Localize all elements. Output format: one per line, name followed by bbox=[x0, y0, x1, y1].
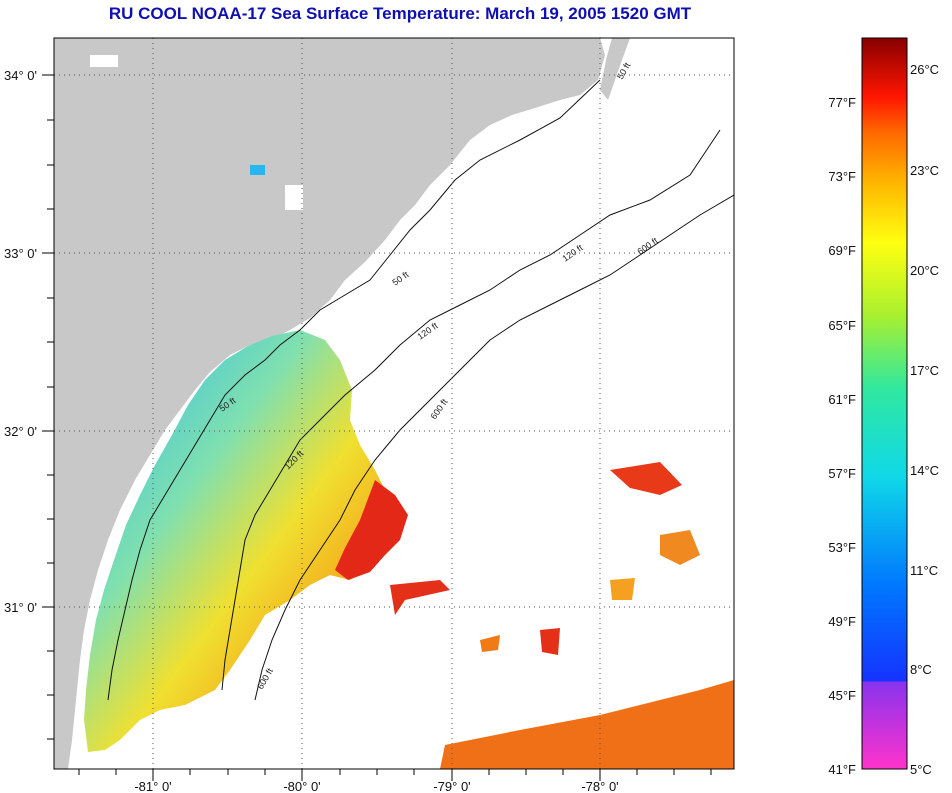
inland-lake bbox=[285, 185, 303, 210]
lat-label: 33° 0' bbox=[4, 246, 37, 261]
lat-label: 34° 0' bbox=[4, 68, 37, 83]
contour-line-600ft bbox=[254, 194, 734, 701]
contour-line-50ft bbox=[107, 79, 601, 701]
map-frame bbox=[53, 37, 735, 770]
land-area bbox=[54, 38, 605, 769]
sst-offshore-patch bbox=[540, 628, 560, 655]
axis-ticks bbox=[42, 74, 712, 781]
sst-offshore-patch bbox=[610, 462, 682, 495]
contour-line-120ft bbox=[221, 129, 721, 691]
sst-offshore-patch bbox=[440, 680, 734, 769]
sst-warm-front bbox=[335, 480, 408, 580]
lon-label: -80° 0' bbox=[283, 779, 320, 793]
inland-lake bbox=[90, 55, 118, 67]
inland-lake bbox=[250, 165, 265, 175]
sst-offshore-patch bbox=[610, 578, 635, 600]
barrier-island bbox=[600, 38, 630, 100]
map-title: RU COOL NOAA-17 Sea Surface Temperature:… bbox=[108, 4, 692, 23]
lat-label: 31° 0' bbox=[4, 600, 37, 615]
sst-offshore-patch bbox=[660, 530, 700, 565]
lon-label: -78° 0' bbox=[581, 779, 618, 793]
sst-offshore-patch bbox=[480, 635, 500, 652]
lon-label: -79° 0' bbox=[433, 779, 470, 793]
lon-label: -81° 0' bbox=[134, 779, 171, 793]
lat-label: 32° 0' bbox=[4, 424, 37, 439]
graticule bbox=[54, 38, 734, 769]
sst-offshore-patch bbox=[390, 580, 450, 615]
